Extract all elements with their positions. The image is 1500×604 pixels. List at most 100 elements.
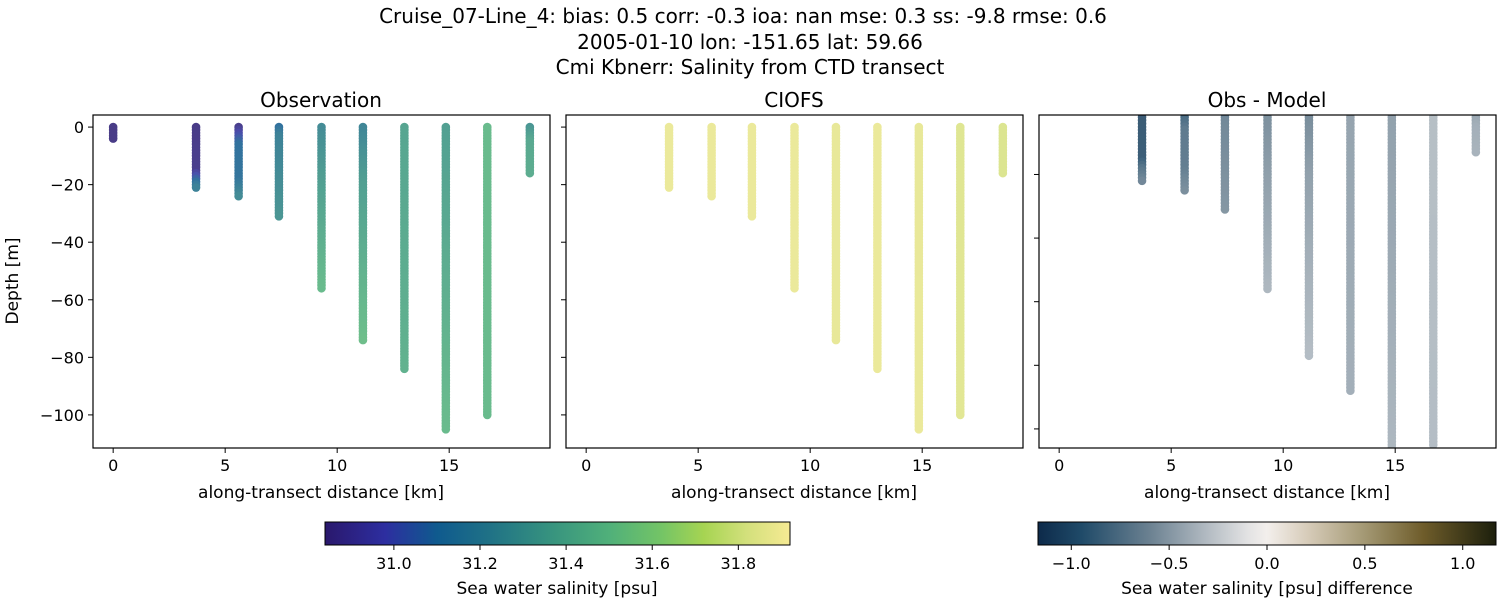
panel-title: CIOFS	[764, 88, 823, 112]
cast-2	[747, 122, 757, 221]
cast-6	[400, 122, 409, 374]
data-point	[747, 212, 757, 221]
colorbar-gradient	[324, 521, 791, 546]
colorbar-label: Sea water salinity [psu] difference	[1121, 579, 1413, 599]
data-point	[831, 335, 841, 345]
panel-observation: Observation along-transect distance [km]…	[3, 88, 551, 503]
cast-8	[482, 122, 492, 420]
axes-frame	[1038, 114, 1497, 449]
y-tick-label: −40	[50, 233, 84, 252]
x-tick-label: 0	[108, 456, 118, 475]
scatter-points	[664, 122, 1008, 434]
data-point	[707, 191, 716, 201]
x-axis-label: along-transect distance [km]	[198, 483, 444, 503]
panel-ciofs: CIOFS along-transect distance [km] 0 5 10 1…	[561, 88, 1024, 503]
colorbar-tick-label: 0.0	[1254, 554, 1279, 573]
data-point	[108, 134, 118, 143]
data-point	[317, 283, 326, 293]
x-tick-label: 5	[220, 456, 230, 475]
data-point	[525, 168, 535, 178]
cast-6	[914, 122, 924, 434]
colorbar-tick-label: 31.2	[462, 554, 498, 573]
panel-title: Obs - Model	[1208, 88, 1327, 112]
data-point	[1346, 386, 1355, 396]
data-point	[1428, 440, 1438, 448]
axes-frame	[565, 114, 1024, 449]
axes-frame	[92, 114, 551, 449]
cast-7	[955, 122, 965, 420]
x-tick-label: 15	[1385, 456, 1405, 475]
cast-1	[191, 122, 201, 192]
data-point	[191, 183, 201, 192]
x-tick-label: 5	[1166, 456, 1176, 475]
y-tick-label: −80	[50, 348, 84, 367]
cast-6	[1387, 115, 1397, 448]
figure-title-line-3: Cmi Kbnerr: Salinity from CTD transect	[556, 55, 945, 79]
data-point	[1387, 443, 1397, 448]
colorbar-tick-label: −1.0	[1052, 554, 1091, 573]
panel-title: Observation	[260, 88, 382, 112]
data-point	[998, 168, 1008, 178]
y-tick-label: −20	[50, 176, 84, 195]
scatter-points	[108, 122, 535, 434]
cast-0	[108, 122, 118, 143]
data-point	[1471, 147, 1481, 157]
x-axis-label: along-transect distance [km]	[671, 483, 917, 503]
cast-7	[1428, 115, 1438, 448]
figure-title-line-1: Cruise_07-Line_4: bias: 0.5 corr: -0.3 i…	[379, 4, 1107, 28]
data-point	[400, 364, 409, 374]
cast-8	[1471, 115, 1481, 157]
cast-3	[274, 122, 284, 221]
colorbar-tick-label: 1.0	[1450, 554, 1475, 573]
y-axis-label: Depth [m]	[3, 237, 23, 324]
data-point	[873, 364, 882, 374]
colorbar-gradient	[1037, 521, 1497, 546]
data-point	[1474, 115, 1478, 116]
cast-3	[1263, 115, 1272, 294]
data-point	[1304, 351, 1314, 361]
cast-5	[873, 122, 882, 374]
data-point	[1137, 176, 1147, 186]
data-point	[1180, 186, 1189, 195]
data-point	[1432, 115, 1435, 116]
data-point	[1140, 115, 1144, 116]
x-tick-label: 15	[912, 456, 932, 475]
data-point	[234, 191, 243, 201]
data-point	[1263, 284, 1272, 294]
colorbar-tick-label: 0.5	[1352, 554, 1377, 573]
cast-8	[998, 122, 1008, 178]
x-tick-label: 15	[439, 456, 459, 475]
cast-5	[1346, 115, 1355, 396]
data-point	[441, 424, 451, 434]
x-tick-label: 0	[581, 456, 591, 475]
colorbar-tick-label: 31.4	[548, 554, 584, 573]
data-point	[790, 283, 799, 293]
cast-3	[790, 122, 799, 293]
data-point	[1390, 115, 1394, 116]
panel-obs-minus-model: Obs - Model along-transect distance [km]…	[1034, 88, 1497, 503]
cast-7	[441, 122, 451, 434]
colorbar-tick-label: 31.6	[634, 554, 670, 573]
cast-4	[1304, 115, 1314, 361]
x-tick-label: 10	[1273, 456, 1293, 475]
cast-9	[525, 122, 535, 178]
x-tick-label: 0	[1054, 456, 1064, 475]
figure-title-line-2: 2005-01-10 lon: -151.65 lat: 59.66	[577, 30, 923, 54]
x-tick-label: 10	[327, 456, 347, 475]
x-axis-label: along-transect distance [km]	[1144, 483, 1390, 503]
cast-5	[358, 122, 368, 345]
cast-4	[831, 122, 841, 345]
data-point	[914, 424, 924, 434]
cast-0	[664, 122, 674, 192]
x-tick-label: 10	[800, 456, 820, 475]
data-point	[482, 410, 492, 420]
cast-0	[1137, 115, 1147, 186]
colorbar-tick-label: 31.8	[721, 554, 757, 573]
colorbar-salinity: Sea water salinity [psu] 31.0 31.2 31.4 31.…	[324, 521, 791, 599]
colorbar-tick-label: 31.0	[376, 554, 412, 573]
cast-4	[317, 122, 326, 293]
cast-1	[1180, 115, 1189, 195]
cast-2	[234, 122, 243, 201]
data-point	[1220, 205, 1230, 214]
